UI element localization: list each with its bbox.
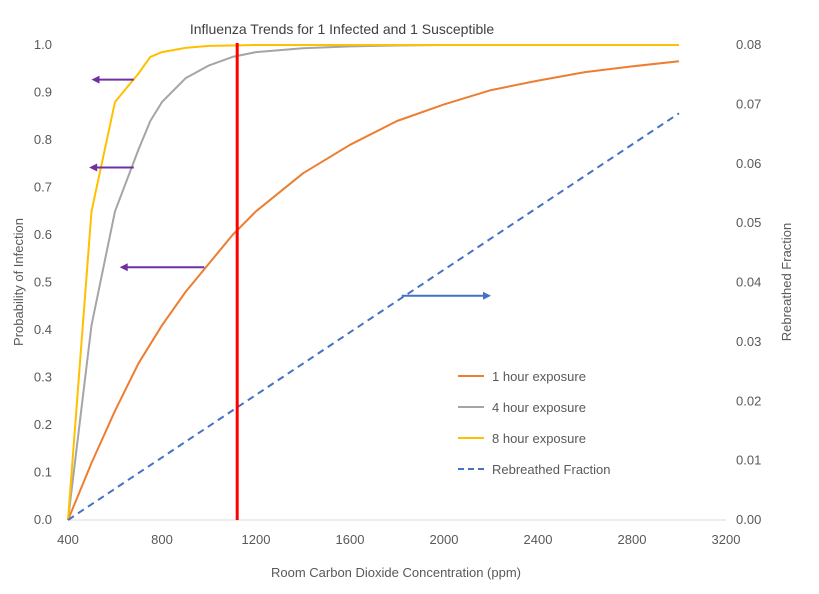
y2-tick-label: 0.02 [736,393,761,408]
y2-tick-label: 0.05 [736,215,761,230]
chart-title: Influenza Trends for 1 Infected and 1 Su… [190,21,495,37]
x-tick-label: 2400 [524,532,553,547]
x-tick-label: 800 [151,532,173,547]
y2-tick-label: 0.00 [736,512,761,527]
y-tick-label: 0.0 [34,512,52,527]
axis-arrow-head [483,291,491,300]
y-tick-label: 0.2 [34,417,52,432]
y-tick-label: 0.1 [34,465,52,480]
series-line-3 [67,44,679,521]
series-layer [67,44,680,521]
series-line-4 [67,112,680,521]
x-tick-label: 400 [57,532,79,547]
x-axis-label: Room Carbon Dioxide Concentration (ppm) [271,565,521,580]
y-tick-labels: 0.0 0.1 0.2 0.3 0.4 0.5 0.6 0.7 0.8 0.9 1.0 [34,37,52,527]
y2-tick-label: 0.07 [736,96,761,111]
y-axis-label: Probability of Infection [11,218,26,346]
y-tick-label: 0.8 [34,132,52,147]
axis-arrow-head [89,163,98,172]
axis-arrow-2 [89,163,134,172]
y-tick-label: 0.7 [34,180,52,195]
legend-label-2: 4 hour exposure [492,400,586,415]
x-tick-labels: 400 800 1200 1600 2000 2400 2800 3200 [57,532,740,547]
x-tick-label: 1600 [336,532,365,547]
y-tick-label: 0.5 [34,275,52,290]
y-tick-label: 0.3 [34,370,52,385]
x-tick-label: 1200 [242,532,271,547]
legend-label-1: 1 hour exposure [492,369,586,384]
x-tick-label: 3200 [712,532,741,547]
y-tick-label: 1.0 [34,37,52,52]
axis-arrow-head [91,75,100,84]
y-tick-label: 0.6 [34,227,52,242]
y2-tick-labels: 0.00 0.01 0.02 0.03 0.04 0.05 0.06 0.07 0.08 [736,37,761,527]
y2-tick-label: 0.06 [736,156,761,171]
axis-arrow-4 [401,291,491,300]
y-tick-label: 0.4 [34,322,52,337]
y2-tick-label: 0.08 [736,37,761,52]
legend-label-4: Rebreathed Fraction [492,462,611,477]
axis-arrow-1 [91,75,134,84]
arrow-layer [89,75,491,300]
y2-tick-label: 0.04 [736,275,761,290]
legend: 1 hour exposure 4 hour exposure 8 hour exp… [458,369,611,477]
x-tick-label: 2000 [430,532,459,547]
y-tick-label: 0.9 [34,85,52,100]
y2-axis-label: Rebreathed Fraction [779,223,794,342]
y2-tick-label: 0.01 [736,453,761,468]
axis-arrow-3 [119,263,205,272]
series-line-2 [67,44,679,521]
axis-arrow-head [119,263,128,272]
y2-tick-label: 0.03 [736,334,761,349]
x-tick-label: 2800 [618,532,647,547]
legend-label-3: 8 hour exposure [492,431,586,446]
series-line-1 [67,60,680,521]
